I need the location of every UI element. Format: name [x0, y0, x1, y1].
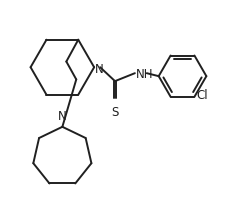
Text: Cl: Cl: [196, 89, 207, 102]
Text: N: N: [95, 62, 104, 75]
Text: S: S: [111, 105, 118, 118]
Text: NH: NH: [135, 67, 153, 80]
Text: N: N: [58, 109, 66, 122]
